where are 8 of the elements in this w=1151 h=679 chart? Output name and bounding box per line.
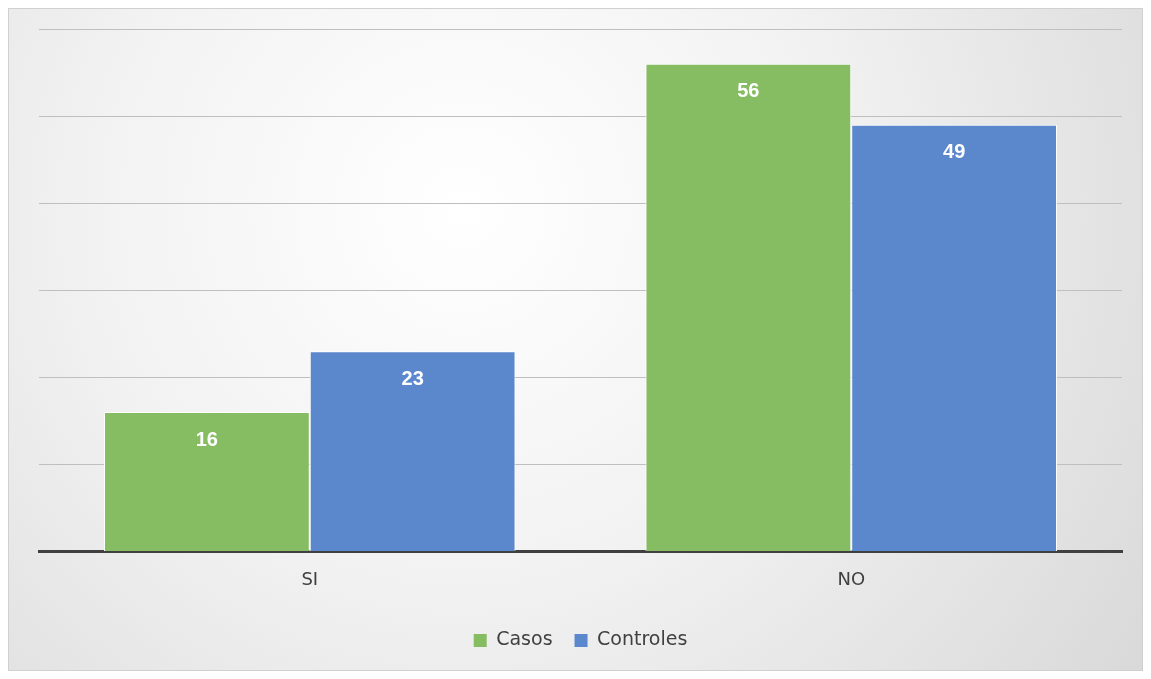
legend-label: Controles: [597, 627, 688, 650]
data-label: 16: [195, 427, 218, 450]
x-tick-label: NO: [837, 567, 866, 589]
data-label: 56: [737, 79, 760, 102]
data-label: 23: [401, 366, 424, 389]
legend-label: Casos: [496, 627, 553, 650]
x-tick-label: SI: [301, 567, 319, 589]
data-label: 49: [943, 140, 966, 163]
